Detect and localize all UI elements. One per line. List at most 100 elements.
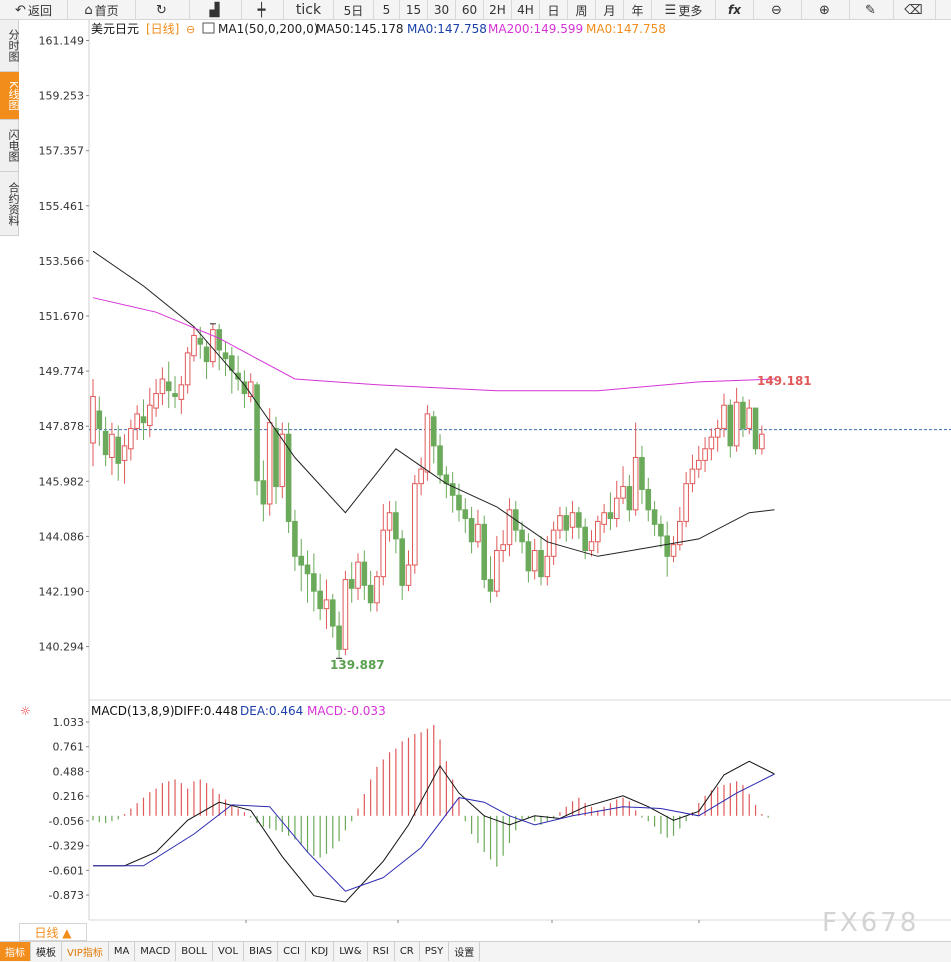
macd-tick-label: -0.329 (49, 840, 84, 853)
period-5day-button[interactable]: 5日 (334, 0, 374, 20)
indicator-tab-7[interactable]: BIAS (244, 942, 279, 961)
ma-settings-icon[interactable] (202, 22, 215, 34)
candle (235, 355, 241, 391)
candle (311, 553, 317, 612)
price-tick-label: 157.357 (39, 145, 85, 158)
zoom-in-icon: ⊕ (819, 2, 830, 18)
time-tick-label: 2025/04 (221, 922, 271, 923)
moving-average-lines (92, 250, 775, 557)
candle (677, 506, 683, 551)
period-15-button[interactable]: 15 (400, 0, 428, 20)
low-price-label: 139.887 (330, 658, 385, 672)
candle (752, 407, 759, 455)
indicator-tab-2[interactable]: VIP指标 (62, 942, 109, 961)
candle (557, 506, 563, 539)
period-30-button[interactable]: 30 (428, 0, 456, 20)
period-5-button[interactable]: 5 (374, 0, 400, 20)
indicator-tab-bar: 指标 模板 VIP指标 MA MACD BOLL VOL BIAS CCI KDJ LW& RSI CR… (0, 941, 951, 962)
indicator-tab-13[interactable]: PSY (420, 942, 450, 961)
menu-icon: ☰ (664, 2, 677, 18)
time-tick-label: 2025/05 (373, 922, 423, 923)
candle (184, 347, 191, 394)
zoom-in-button[interactable]: ⊕ (802, 0, 850, 20)
candle (342, 570, 349, 656)
candle (576, 506, 582, 539)
candle (109, 422, 115, 475)
back-button[interactable]: ↶ 返回 (0, 0, 68, 20)
candle (210, 323, 216, 368)
candle (386, 501, 393, 542)
candle (197, 326, 204, 359)
diff-line (93, 760, 775, 903)
indicator-tab-4[interactable]: MACD (135, 942, 177, 961)
candle (260, 460, 267, 522)
indicator-tab-9[interactable]: KDJ (306, 942, 335, 961)
indicator-tab-8[interactable]: CCI (278, 942, 307, 961)
macd-tick-label: 0.488 (53, 765, 85, 778)
indicator-tab-11[interactable]: RSI (368, 942, 395, 961)
candle (165, 361, 172, 409)
candle (298, 538, 305, 592)
tick-button[interactable]: tick (284, 0, 334, 20)
macd-legend-name: MACD(13,8,9) (91, 704, 175, 718)
period-2h-button[interactable]: 2H (484, 0, 512, 20)
indicator-tab-10[interactable]: LW& (334, 942, 368, 961)
zoom-out-button[interactable]: ⊖ (754, 0, 802, 20)
sidebar-item-timeshare[interactable]: 分时图 (0, 20, 20, 72)
formula-button[interactable]: fx (716, 0, 754, 20)
time-axis: 2025/04 2025/05 2025/06 2025/07 (221, 920, 724, 923)
candle (525, 533, 532, 583)
sidebar-item-kline[interactable]: K线图 (0, 72, 20, 120)
candle-style-button[interactable]: ┿ (242, 0, 284, 20)
more-button[interactable]: ☰ 更多 (652, 0, 716, 20)
home-button[interactable]: ⌂ 首页 (68, 0, 136, 20)
price-tick-label: 142.190 (39, 585, 85, 598)
period-60-button[interactable]: 60 (456, 0, 484, 20)
candle (159, 367, 166, 406)
macd-tick-label: 0.761 (53, 741, 85, 754)
period-week-button[interactable]: 周 (568, 0, 596, 20)
indicator-tab-12[interactable]: CR (395, 942, 420, 961)
bar-chart-icon: ▟ (209, 2, 220, 18)
candle (247, 373, 254, 403)
period-day-button[interactable]: 日 (540, 0, 568, 20)
candle (645, 477, 652, 522)
candle (531, 538, 538, 580)
refresh-button[interactable]: ↻ (136, 0, 190, 20)
candle (430, 411, 437, 464)
macd-tick-label: 1.033 (53, 716, 85, 729)
period-month-button[interactable]: 月 (596, 0, 624, 20)
indicator-tab-3[interactable]: MA (109, 942, 136, 961)
indicator-chart-button[interactable]: ▟ (190, 0, 242, 20)
period-4h-button[interactable]: 4H (512, 0, 540, 20)
sidebar-item-flash[interactable]: 闪电图 (0, 120, 20, 172)
period-selector[interactable]: 日线 ▲ (19, 923, 87, 941)
candle (544, 535, 551, 586)
indicator-tab-6[interactable]: VOL (213, 942, 245, 961)
candle (620, 466, 626, 504)
price-tick-label: 147.878 (39, 420, 85, 433)
candle (613, 480, 620, 528)
candle (266, 408, 273, 516)
refresh-icon: ↻ (156, 2, 167, 18)
indicator-tab-5[interactable]: BOLL (176, 942, 213, 961)
sidebar-item-contract[interactable]: 合约资料 (0, 172, 20, 236)
draw-tool-button[interactable]: ✎ (850, 0, 894, 20)
candle (626, 474, 633, 522)
price-tick-label: 151.670 (39, 310, 85, 323)
indicator-tab-14[interactable]: 设置 (449, 942, 481, 961)
period-year-button[interactable]: 年 (624, 0, 652, 20)
macd-panel (92, 724, 775, 903)
macd-settings-icon[interactable]: ☼ (20, 704, 31, 718)
candle (102, 416, 109, 467)
indicator-tab-1[interactable]: 模板 (31, 942, 62, 961)
candle (292, 509, 298, 571)
price-tick-label: 149.774 (39, 365, 85, 378)
candle (519, 521, 525, 554)
chart-area[interactable]: 161.149 159.253 157.357 155.461 153.566 151.6… (0, 20, 951, 923)
eraser-button[interactable]: ⌫ (894, 0, 936, 20)
legend-toggle-icon[interactable]: ⊖ (186, 23, 195, 36)
candle (153, 379, 159, 417)
indicator-tab-0[interactable]: 指标 (0, 942, 31, 961)
macd-tick-label: -0.056 (49, 815, 84, 828)
